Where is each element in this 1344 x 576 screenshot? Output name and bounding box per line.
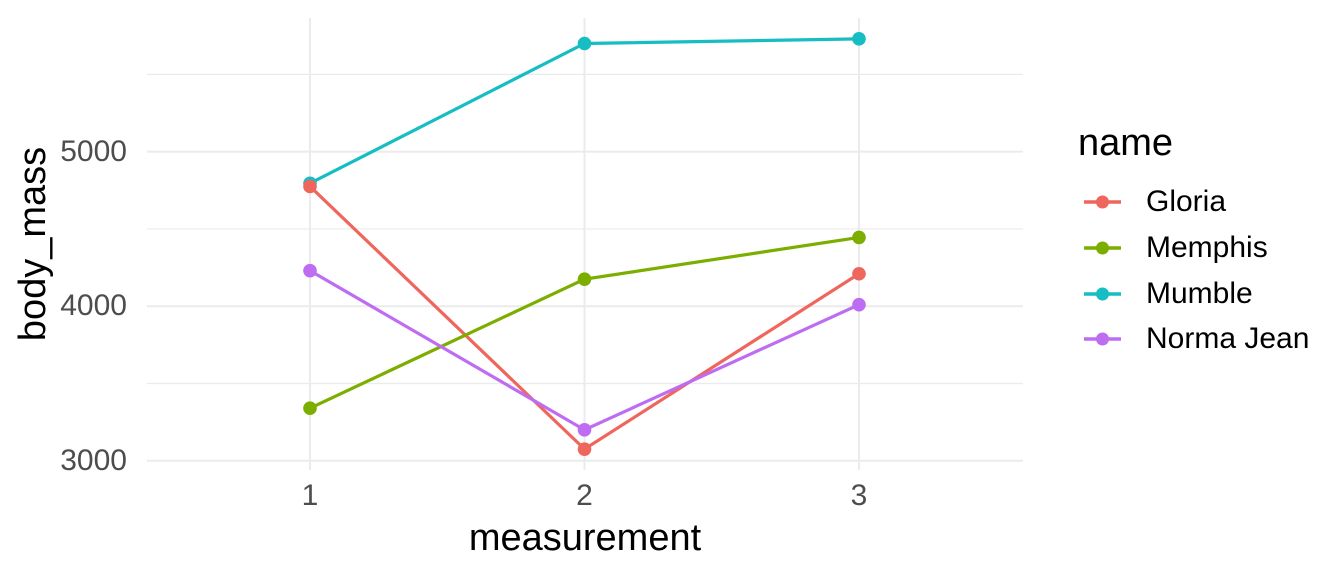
y-axis-title: body_mass <box>12 146 54 342</box>
legend-key-dot <box>1096 287 1109 300</box>
data-point-norma-jean <box>303 263 317 278</box>
legend-key-icon <box>1084 241 1121 255</box>
data-point-norma-jean <box>577 423 592 437</box>
legend-title: name <box>1078 122 1174 164</box>
legend-label: Mumble <box>1146 276 1253 310</box>
legend-item-gloria: Gloria <box>1078 179 1226 225</box>
y-tick-label: 5000 <box>60 134 127 168</box>
data-point-mumble <box>852 32 866 46</box>
data-point-gloria <box>852 266 866 281</box>
x-tick-label: 1 <box>301 479 319 512</box>
legend-label: Gloria <box>1146 185 1227 218</box>
data-point-mumble <box>577 36 592 51</box>
legend-key-dot <box>1096 241 1109 255</box>
data-point-memphis <box>303 401 317 415</box>
y-tick-label: 3000 <box>60 443 127 477</box>
legend-item-mumble: Mumble <box>1078 271 1253 317</box>
data-point-memphis <box>577 272 592 286</box>
legend-key-icon <box>1084 287 1121 300</box>
legend-key-icon <box>1084 195 1121 209</box>
legend-key-dot <box>1096 195 1109 209</box>
legend-label: Norma Jean <box>1146 322 1310 356</box>
x-axis-title: measurement <box>468 517 702 559</box>
data-point-gloria <box>303 179 317 194</box>
data-point-memphis <box>852 230 866 245</box>
legend-item-norma-jean: Norma Jean <box>1078 316 1309 362</box>
legend-key-icon <box>1084 332 1121 346</box>
data-point-gloria <box>577 442 592 456</box>
legend-item-memphis: Memphis <box>1078 225 1268 271</box>
data-point-norma-jean <box>852 297 866 312</box>
legend-key-dot <box>1096 332 1109 346</box>
x-tick-label: 2 <box>576 479 593 512</box>
x-tick-label: 3 <box>850 479 868 512</box>
y-tick-label: 4000 <box>60 289 127 323</box>
legend-label: Memphis <box>1146 230 1268 264</box>
